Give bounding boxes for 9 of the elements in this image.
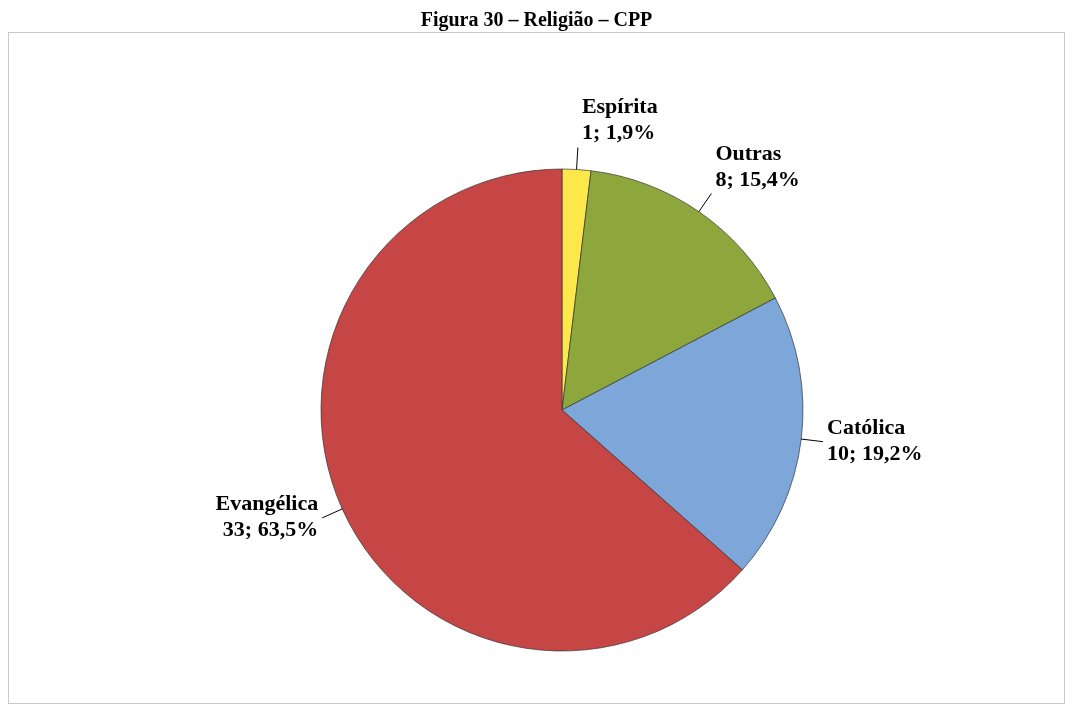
data-label: 8; 15,4% bbox=[715, 165, 800, 191]
chart-title: Figura 30 – Religião – CPP bbox=[419, 8, 654, 32]
data-label: 10; 19,2% bbox=[827, 439, 923, 465]
slice-label: Católica bbox=[827, 413, 906, 439]
data-label: 33; 63,5% bbox=[222, 515, 319, 541]
slice-label: Espírita bbox=[581, 93, 658, 119]
slice-label: Outras bbox=[715, 139, 782, 165]
slice-label: Evangélica bbox=[215, 489, 319, 515]
data-label: 1; 1,9% bbox=[581, 119, 656, 145]
